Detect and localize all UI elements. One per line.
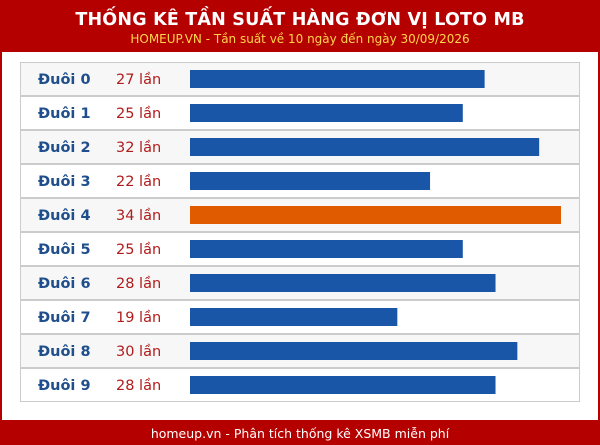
category-label: Đuôi 7 bbox=[38, 310, 91, 326]
value-label: 30 lần bbox=[116, 344, 161, 360]
value-label: 22 lần bbox=[116, 174, 161, 190]
bar bbox=[190, 342, 518, 360]
value-label: 28 lần bbox=[116, 378, 161, 394]
header: THỐNG KÊ TẦN SUẤT HÀNG ĐƠN VỊ LOTO MB HO… bbox=[0, 0, 600, 52]
bar bbox=[190, 206, 561, 224]
page-subtitle: HOMEUP.VN - Tần suất về 10 ngày đến ngày… bbox=[130, 32, 470, 46]
category-label: Đuôi 1 bbox=[38, 106, 91, 122]
chart-panel: Đuôi 0 27 lần Đuôi 1 25 lần Đuôi 2 32 lần Đuôi… bbox=[2, 52, 598, 420]
value-label: 28 lần bbox=[116, 276, 161, 292]
category-label: Đuôi 2 bbox=[38, 140, 91, 156]
value-label: 25 lần bbox=[116, 242, 161, 258]
value-label: 19 lần bbox=[116, 310, 161, 326]
bar bbox=[190, 240, 463, 258]
bar bbox=[190, 70, 485, 88]
bar bbox=[190, 104, 463, 122]
value-label: 34 lần bbox=[116, 208, 161, 224]
frequency-bar-chart: Đuôi 0 27 lần Đuôi 1 25 lần Đuôi 2 32 lần Đuôi… bbox=[20, 62, 580, 402]
bar bbox=[190, 274, 496, 292]
category-label: Đuôi 5 bbox=[38, 242, 91, 258]
category-label: Đuôi 6 bbox=[38, 276, 91, 292]
bar bbox=[190, 308, 398, 326]
category-label: Đuôi 3 bbox=[38, 174, 91, 190]
value-label: 27 lần bbox=[116, 72, 161, 88]
bar bbox=[190, 138, 540, 156]
table-row bbox=[20, 300, 580, 334]
category-label: Đuôi 9 bbox=[38, 378, 91, 394]
value-label: 25 lần bbox=[116, 106, 161, 122]
page-title: THỐNG KÊ TẦN SUẤT HÀNG ĐƠN VỊ LOTO MB bbox=[75, 10, 525, 30]
bar bbox=[190, 172, 431, 190]
category-label: Đuôi 0 bbox=[38, 72, 91, 88]
footer: homeup.vn - Phân tích thống kê XSMB miễn… bbox=[0, 420, 600, 445]
bar bbox=[190, 376, 496, 394]
category-label: Đuôi 8 bbox=[38, 344, 91, 360]
value-label: 32 lần bbox=[116, 140, 161, 156]
category-label: Đuôi 4 bbox=[38, 208, 91, 224]
